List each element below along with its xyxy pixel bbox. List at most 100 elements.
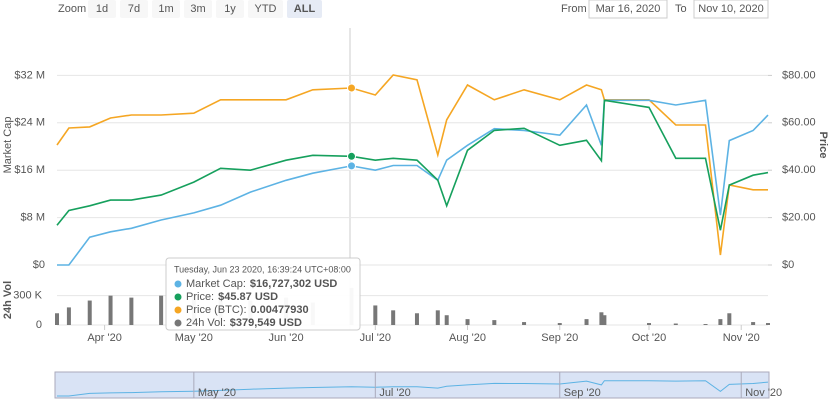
y-tick-label: $24 M [14, 117, 45, 129]
volume-bar [599, 312, 604, 325]
series-line [57, 99, 769, 266]
volume-bar [55, 313, 59, 325]
navigator-tick-label: Sep '20 [564, 387, 601, 399]
zoom-button-label: YTD [255, 3, 277, 15]
volume-bar [108, 295, 113, 325]
vol-axis-title: 24h Vol [2, 281, 14, 319]
tooltip-row-value: 0.00477930 [251, 304, 309, 316]
zoom-label: Zoom [58, 3, 86, 15]
tooltip-row: 24h Vol: $379,549 USD [186, 317, 302, 329]
x-tick-label: Sep '20 [541, 332, 578, 344]
navigator-tick-label: Nov '20 [745, 387, 782, 399]
volume-bar [718, 319, 723, 325]
zoom-button[interactable] [88, 0, 116, 18]
hover-marker [347, 151, 357, 161]
volume-bar [373, 305, 378, 325]
to-input[interactable] [693, 0, 769, 19]
zoom-button[interactable] [152, 0, 180, 18]
tooltip-dot [174, 293, 182, 301]
volume-bar [465, 319, 470, 325]
zoom-button[interactable] [120, 0, 148, 18]
y-tick-label: $16 M [14, 164, 45, 176]
vol-tick-label: 300 K [13, 290, 42, 302]
tooltip-title: Tuesday, Jun 23 2020, 16:39:24 UTC+08:00 [174, 264, 351, 274]
volume-bar [647, 323, 652, 325]
x-tick-label: Jul '20 [360, 332, 391, 344]
navigator-tick-label: Jul '20 [379, 387, 410, 399]
x-tick-label: May '20 [175, 332, 213, 344]
to-label: To [675, 3, 687, 15]
zoom-button[interactable] [216, 0, 244, 18]
x-tick-label: Oct '20 [632, 332, 667, 344]
tooltip-row-label: Price (BTC): [186, 304, 247, 316]
navigator-line [57, 380, 769, 397]
tooltip-row-label: Market Cap: [186, 278, 246, 290]
zoom-button-label: 1y [224, 3, 236, 15]
volume-bar [159, 295, 164, 325]
volume-bar [703, 324, 708, 325]
volume-bar [492, 320, 497, 325]
zoom-button[interactable] [184, 0, 212, 18]
zoom-button-label: 3m [190, 3, 205, 15]
zoom-button-label: 1m [158, 3, 173, 15]
tooltip-row-label: 24h Vol: [186, 317, 226, 329]
zoom-button-label: 7d [128, 3, 140, 15]
volume-bar [673, 323, 678, 325]
tooltip-row: Market Cap: $16,727,302 USD [186, 278, 337, 290]
y2-tick-label: $60.00 [782, 117, 816, 129]
y-tick-label: $0 [33, 259, 45, 271]
tooltip-row-value: $45.87 USD [218, 291, 278, 303]
x-tick-label: Jun '20 [268, 332, 303, 344]
navigator-tick-label: May '20 [198, 387, 236, 399]
volume-bar [435, 310, 440, 325]
series-line [56, 99, 769, 231]
tooltip-row-label: Price: [186, 291, 214, 303]
y2-tick-label: $40.00 [782, 164, 816, 176]
zoom-button[interactable] [248, 0, 283, 18]
x-tick-label: Aug '20 [449, 332, 486, 344]
volume-bar [766, 323, 770, 325]
volume-bar [751, 322, 756, 325]
volume-bar [522, 322, 527, 325]
navigator[interactable] [54, 371, 770, 399]
volume-bar [414, 313, 419, 325]
tooltip-dot [174, 319, 182, 327]
tooltip-row: Price: $45.87 USD [186, 291, 278, 303]
y-tick-label: $8 M [21, 212, 45, 224]
y2-axis-title: Price [817, 132, 829, 159]
volume-bar [444, 315, 449, 325]
from-input[interactable] [588, 0, 668, 19]
volume-bar [727, 313, 732, 325]
vol-tick-label: 0 [36, 319, 42, 331]
from-value: Mar 16, 2020 [596, 3, 661, 15]
from-label: From [561, 3, 587, 15]
volume-bar [391, 310, 396, 325]
x-tick-label: Nov '20 [723, 332, 760, 344]
tooltip-row: Price (BTC): 0.00477930 [186, 304, 309, 316]
tooltip-dot [174, 280, 182, 288]
tooltip-row-value: $16,727,302 USD [250, 278, 338, 290]
hover-marker [347, 161, 357, 171]
volume-bar [66, 307, 71, 325]
volume-bar [557, 323, 562, 325]
y-axis-title: Market Cap [2, 117, 14, 174]
zoom-button-label: ALL [294, 3, 316, 15]
y2-tick-label: $20.00 [782, 212, 816, 224]
x-tick-label: Apr '20 [87, 332, 122, 344]
tooltip-row-value: $379,549 USD [230, 317, 302, 329]
tooltip-dot [174, 306, 182, 314]
y2-tick-label: $0 [782, 259, 794, 271]
y-tick-label: $32 M [14, 69, 45, 81]
series-line [56, 74, 768, 256]
volume-bar [584, 319, 589, 325]
hover-marker [347, 83, 357, 93]
zoom-button[interactable] [287, 0, 322, 18]
volume-bar [129, 297, 134, 325]
tooltip-box [165, 257, 361, 331]
zoom-button-label: 1d [96, 3, 108, 15]
tooltip: Tuesday, Jun 23 2020, 16:39:24 UTC+08:00… [165, 257, 361, 331]
y2-tick-label: $80.00 [782, 69, 816, 81]
volume-bar [602, 315, 607, 325]
volume-bar [87, 300, 92, 325]
